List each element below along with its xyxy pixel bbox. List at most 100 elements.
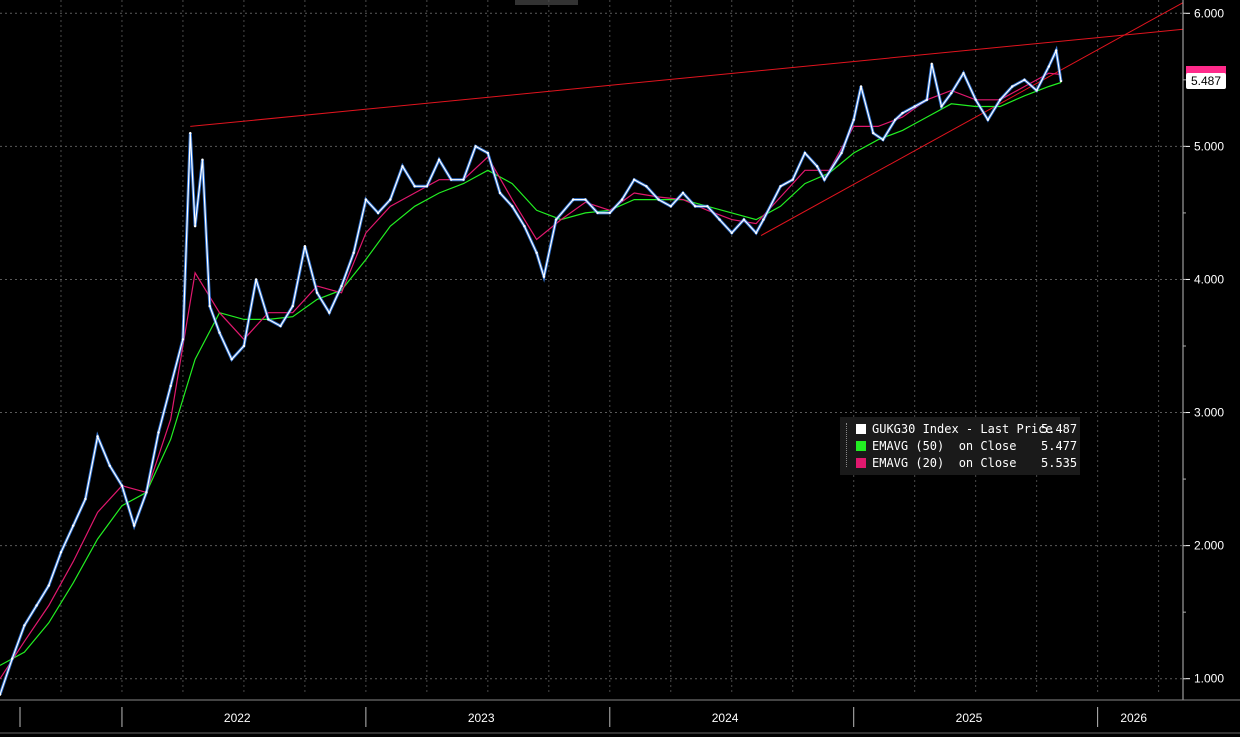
- price-point: [328, 311, 331, 314]
- y-tick-label: 1.000: [1194, 672, 1224, 686]
- price-line: [0, 48, 1062, 695]
- price-point: [59, 551, 63, 554]
- price-point: [84, 497, 87, 501]
- price-point: [930, 62, 933, 66]
- price-point: [859, 85, 863, 88]
- price-point: [1059, 79, 1063, 83]
- price-point: [852, 118, 855, 121]
- price-point: [1011, 85, 1014, 88]
- series-lines: [0, 45, 1063, 696]
- x-tick-label: 2022: [224, 711, 251, 725]
- price-point: [693, 205, 697, 208]
- legend-value: 5.487: [1041, 422, 1078, 436]
- price-point: [230, 358, 233, 361]
- price-point: [754, 231, 758, 235]
- legend-value: 5.477: [1041, 439, 1078, 453]
- ema20-last-tag: [1186, 66, 1226, 74]
- price-point: [803, 151, 807, 155]
- price-point: [872, 131, 875, 135]
- trendlines: [190, 2, 1184, 236]
- price-point: [120, 484, 124, 487]
- price-point: [706, 205, 709, 208]
- price-point: [157, 431, 160, 434]
- price-point: [584, 198, 587, 201]
- legend-value: 5.535: [1041, 456, 1078, 470]
- price-point: [925, 98, 929, 102]
- price-point: [218, 331, 221, 334]
- legend-label: EMAVG (50) on Close: [872, 439, 1017, 453]
- price-point: [340, 284, 343, 288]
- price-point: [169, 384, 172, 388]
- legend-tree-line: [846, 423, 853, 467]
- price-point: [389, 198, 392, 201]
- price-point: [254, 278, 258, 281]
- legend-swatch: [856, 424, 866, 434]
- price-point: [450, 178, 453, 181]
- x-tick-label: 2024: [712, 711, 739, 725]
- price-point: [181, 338, 185, 341]
- price-point: [901, 111, 904, 115]
- price-point: [523, 225, 526, 228]
- ema50-line: [0, 81, 1062, 666]
- price-point: [401, 165, 404, 168]
- price-point: [913, 105, 916, 108]
- legend-row-ema50[interactable]: EMAVG (50) on Close 5.477: [846, 437, 1077, 455]
- legend-label: EMAVG (20) on Close: [872, 456, 1017, 470]
- price-point: [193, 225, 197, 228]
- price-point: [596, 211, 599, 215]
- price-point: [413, 185, 416, 188]
- price-point: [762, 218, 765, 221]
- y-tick-label: 2.000: [1194, 539, 1224, 553]
- price-point: [23, 624, 26, 627]
- price-point: [681, 191, 685, 195]
- legend-swatch: [856, 441, 866, 451]
- price-line-shadow: [0, 45, 1063, 696]
- price-point: [542, 275, 546, 278]
- legend-row-ema20[interactable]: EMAVG (20) on Close 5.535: [846, 454, 1077, 472]
- price-point: [718, 218, 721, 221]
- price-point: [669, 205, 672, 208]
- legend-row-price[interactable]: GUKG30 Index - Last Price 5.487: [846, 420, 1077, 438]
- price-point: [352, 251, 355, 255]
- price-point: [823, 178, 826, 181]
- price-point: [1023, 78, 1026, 82]
- price-point: [730, 231, 733, 235]
- window-tab[interactable]: [515, 0, 578, 5]
- price-point: [962, 71, 965, 75]
- price-point: [71, 524, 75, 527]
- price-point: [303, 244, 307, 248]
- price-point: [572, 198, 575, 201]
- price-point: [189, 131, 192, 135]
- price-point: [840, 151, 843, 155]
- x-tick-label: 2023: [468, 711, 495, 725]
- price-point: [208, 304, 211, 308]
- price-point: [35, 604, 38, 607]
- price-point: [242, 344, 246, 348]
- price-point: [940, 105, 943, 108]
- price-point: [291, 304, 294, 308]
- trendline: [760, 2, 1184, 236]
- price-point: [201, 158, 204, 161]
- price-point: [657, 198, 660, 201]
- price-point: [779, 185, 782, 188]
- legend[interactable]: GUKG30 Index - Last Price 5.487 EMAVG (5…: [840, 417, 1080, 475]
- price-point: [0, 693, 2, 696]
- price-point: [974, 98, 977, 102]
- price-point: [108, 464, 111, 467]
- legend-swatch: [856, 458, 866, 468]
- price-point: [632, 178, 636, 181]
- last-price-box: 5.487: [1186, 73, 1226, 89]
- price-point: [498, 191, 502, 195]
- price-point: [950, 91, 953, 95]
- price-point: [437, 158, 441, 161]
- y-tick-label: 5.000: [1194, 139, 1224, 153]
- price-point: [279, 324, 282, 328]
- price-point: [486, 151, 490, 155]
- price-point: [1054, 49, 1058, 52]
- price-point: [462, 178, 465, 181]
- x-tick-label: 2025: [956, 711, 983, 725]
- price-point: [132, 524, 136, 527]
- price-point: [145, 491, 148, 494]
